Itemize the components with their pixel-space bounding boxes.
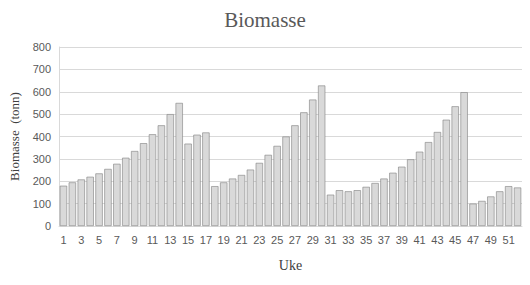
svg-text:45: 45 — [449, 234, 461, 246]
svg-text:13: 13 — [164, 234, 176, 246]
svg-text:0: 0 — [45, 220, 51, 232]
svg-text:39: 39 — [396, 234, 408, 246]
svg-text:200: 200 — [33, 175, 51, 187]
svg-text:Biomasse (tonn): Biomasse (tonn) — [7, 92, 22, 181]
svg-text:35: 35 — [360, 234, 372, 246]
svg-text:19: 19 — [218, 234, 230, 246]
svg-text:5: 5 — [96, 234, 102, 246]
svg-text:600: 600 — [33, 86, 51, 98]
svg-text:37: 37 — [378, 234, 390, 246]
svg-text:Uke: Uke — [279, 258, 302, 273]
svg-text:15: 15 — [182, 234, 194, 246]
svg-text:Biomasse: Biomasse — [224, 8, 306, 32]
svg-text:33: 33 — [342, 234, 354, 246]
svg-text:3: 3 — [78, 234, 84, 246]
svg-text:300: 300 — [33, 153, 51, 165]
svg-text:43: 43 — [431, 234, 443, 246]
svg-text:25: 25 — [271, 234, 283, 246]
svg-text:800: 800 — [33, 41, 51, 53]
svg-text:17: 17 — [200, 234, 212, 246]
svg-text:100: 100 — [33, 198, 51, 210]
svg-text:700: 700 — [33, 63, 51, 75]
svg-text:1: 1 — [60, 234, 66, 246]
svg-text:27: 27 — [289, 234, 301, 246]
svg-text:49: 49 — [485, 234, 497, 246]
svg-text:500: 500 — [33, 108, 51, 120]
svg-text:21: 21 — [235, 234, 247, 246]
svg-text:11: 11 — [147, 234, 158, 246]
svg-text:23: 23 — [253, 234, 265, 246]
svg-text:400: 400 — [33, 131, 51, 143]
svg-text:51: 51 — [503, 234, 515, 246]
svg-text:47: 47 — [467, 234, 479, 246]
svg-text:29: 29 — [307, 234, 319, 246]
svg-text:41: 41 — [413, 234, 425, 246]
svg-text:9: 9 — [132, 234, 138, 246]
svg-text:7: 7 — [114, 234, 120, 246]
svg-text:31: 31 — [324, 234, 336, 246]
